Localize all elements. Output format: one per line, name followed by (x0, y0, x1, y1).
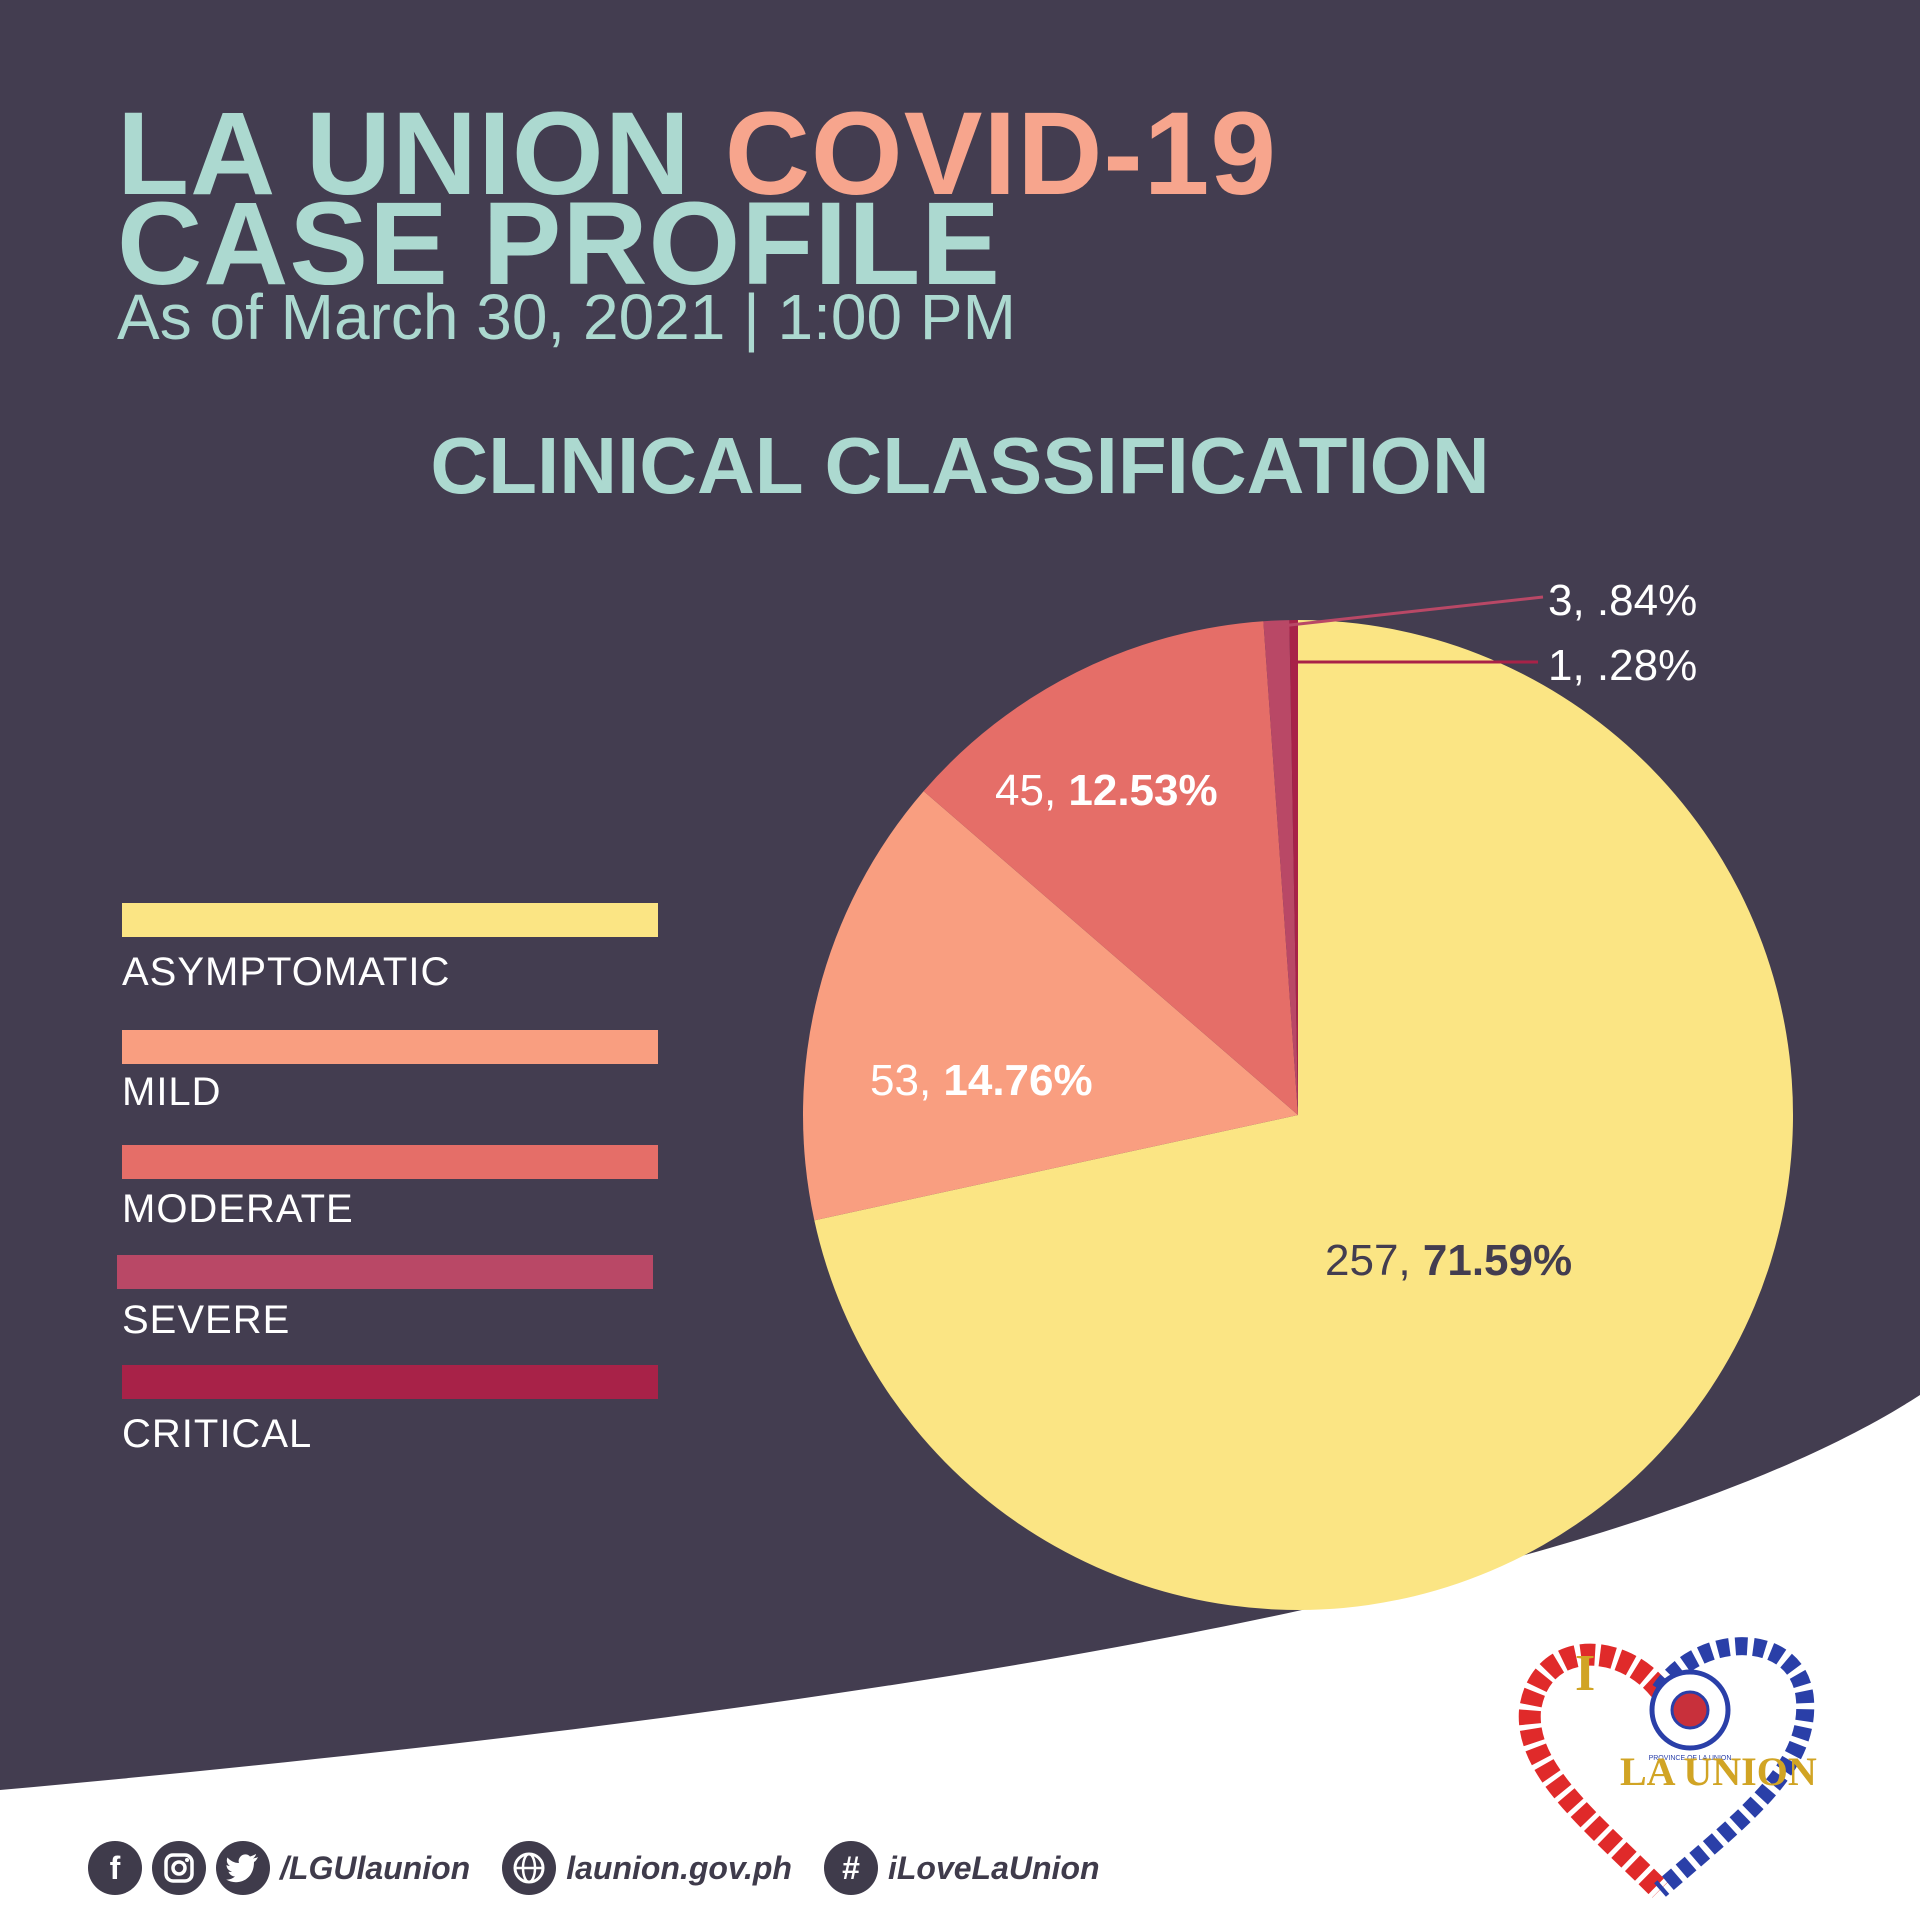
legend-label-mild: MILD (122, 1070, 222, 1114)
pie-slice-asymptomatic (814, 620, 1793, 1611)
hashtag-icon: # (823, 1841, 878, 1895)
legend-label-severe: SEVERE (122, 1298, 291, 1342)
leader-line-severe (1276, 595, 1544, 628)
legend-swatch-critical (122, 1365, 658, 1399)
logo-text-la-union: LA UNION (1620, 1749, 1817, 1794)
legend-swatch-moderate (122, 1145, 658, 1179)
globe-icon[interactable] (502, 1841, 557, 1895)
instagram-glyph (164, 1853, 194, 1883)
heart-right-blue (1652, 1637, 1815, 1897)
pie-label-mild: 53, 14.76% (870, 1056, 1093, 1105)
page-title-line2: CASE PROFILE (117, 178, 1001, 310)
legend-label-critical: CRITICAL (122, 1412, 313, 1456)
seal-text: PROVINCE OF LA UNION (1649, 1755, 1732, 1762)
page-title-line1: LA UNION COVID-19 (117, 95, 1277, 213)
pie-label-moderate: 45, 12.53% (995, 766, 1218, 815)
legend-label-moderate: MODERATE (122, 1187, 354, 1231)
leader-line-critical (1292, 660, 1538, 681)
twitter-glyph (226, 1854, 258, 1883)
as-of-date: As of March 30, 2021 | 1:00 PM (117, 281, 1016, 353)
facebook-icon[interactable]: f (88, 1841, 142, 1895)
social-handle[interactable]: /LGUlaunion (280, 1849, 471, 1886)
legend-swatch-asymptomatic (122, 903, 658, 937)
hashtag-text: iLoveLaUnion (887, 1849, 1100, 1886)
pie-label-severe: 3, .84% (1548, 576, 1697, 625)
instagram-icon[interactable] (152, 1841, 206, 1895)
title-la-union: LA UNION (117, 88, 691, 220)
province-seal-core (1670, 1690, 1710, 1730)
heart-left-red (1518, 1643, 1669, 1898)
pie-slice-critical (1289, 620, 1298, 1115)
title-covid: COVID-19 (724, 88, 1277, 220)
footer-bar: f /LGUlaunion launion.gov.ph # iLoveLaUn… (88, 1838, 1122, 1898)
website-link[interactable]: launion.gov.ph (566, 1849, 792, 1886)
legend-swatch-severe (117, 1255, 653, 1289)
legend-label-asymptomatic: ASYMPTOMATIC (122, 950, 451, 994)
pie-slice-mild (803, 791, 1298, 1221)
globe-glyph (513, 1852, 545, 1884)
legend-swatch-mild (122, 1030, 658, 1064)
logo-text-i: I (1575, 1645, 1595, 1702)
twitter-icon[interactable] (216, 1841, 270, 1895)
section-title: CLINICAL CLASSIFICATION (430, 421, 1490, 510)
pie-labels: 257, 71.59% 53, 14.76% 45, 12.53% 3, .84% 1,… (870, 576, 1697, 1285)
i-love-la-union-logo: I PROVINCE OF LA UNION LA UNION (1518, 1637, 1817, 1898)
pie-chart (803, 620, 1793, 1611)
pie-label-asymptomatic: 257, 71.59% (1325, 1236, 1572, 1285)
pie-slice-severe (1263, 620, 1298, 1115)
pie-label-critical: 1, .28% (1548, 641, 1697, 690)
pie-slice-moderate (923, 621, 1298, 1115)
